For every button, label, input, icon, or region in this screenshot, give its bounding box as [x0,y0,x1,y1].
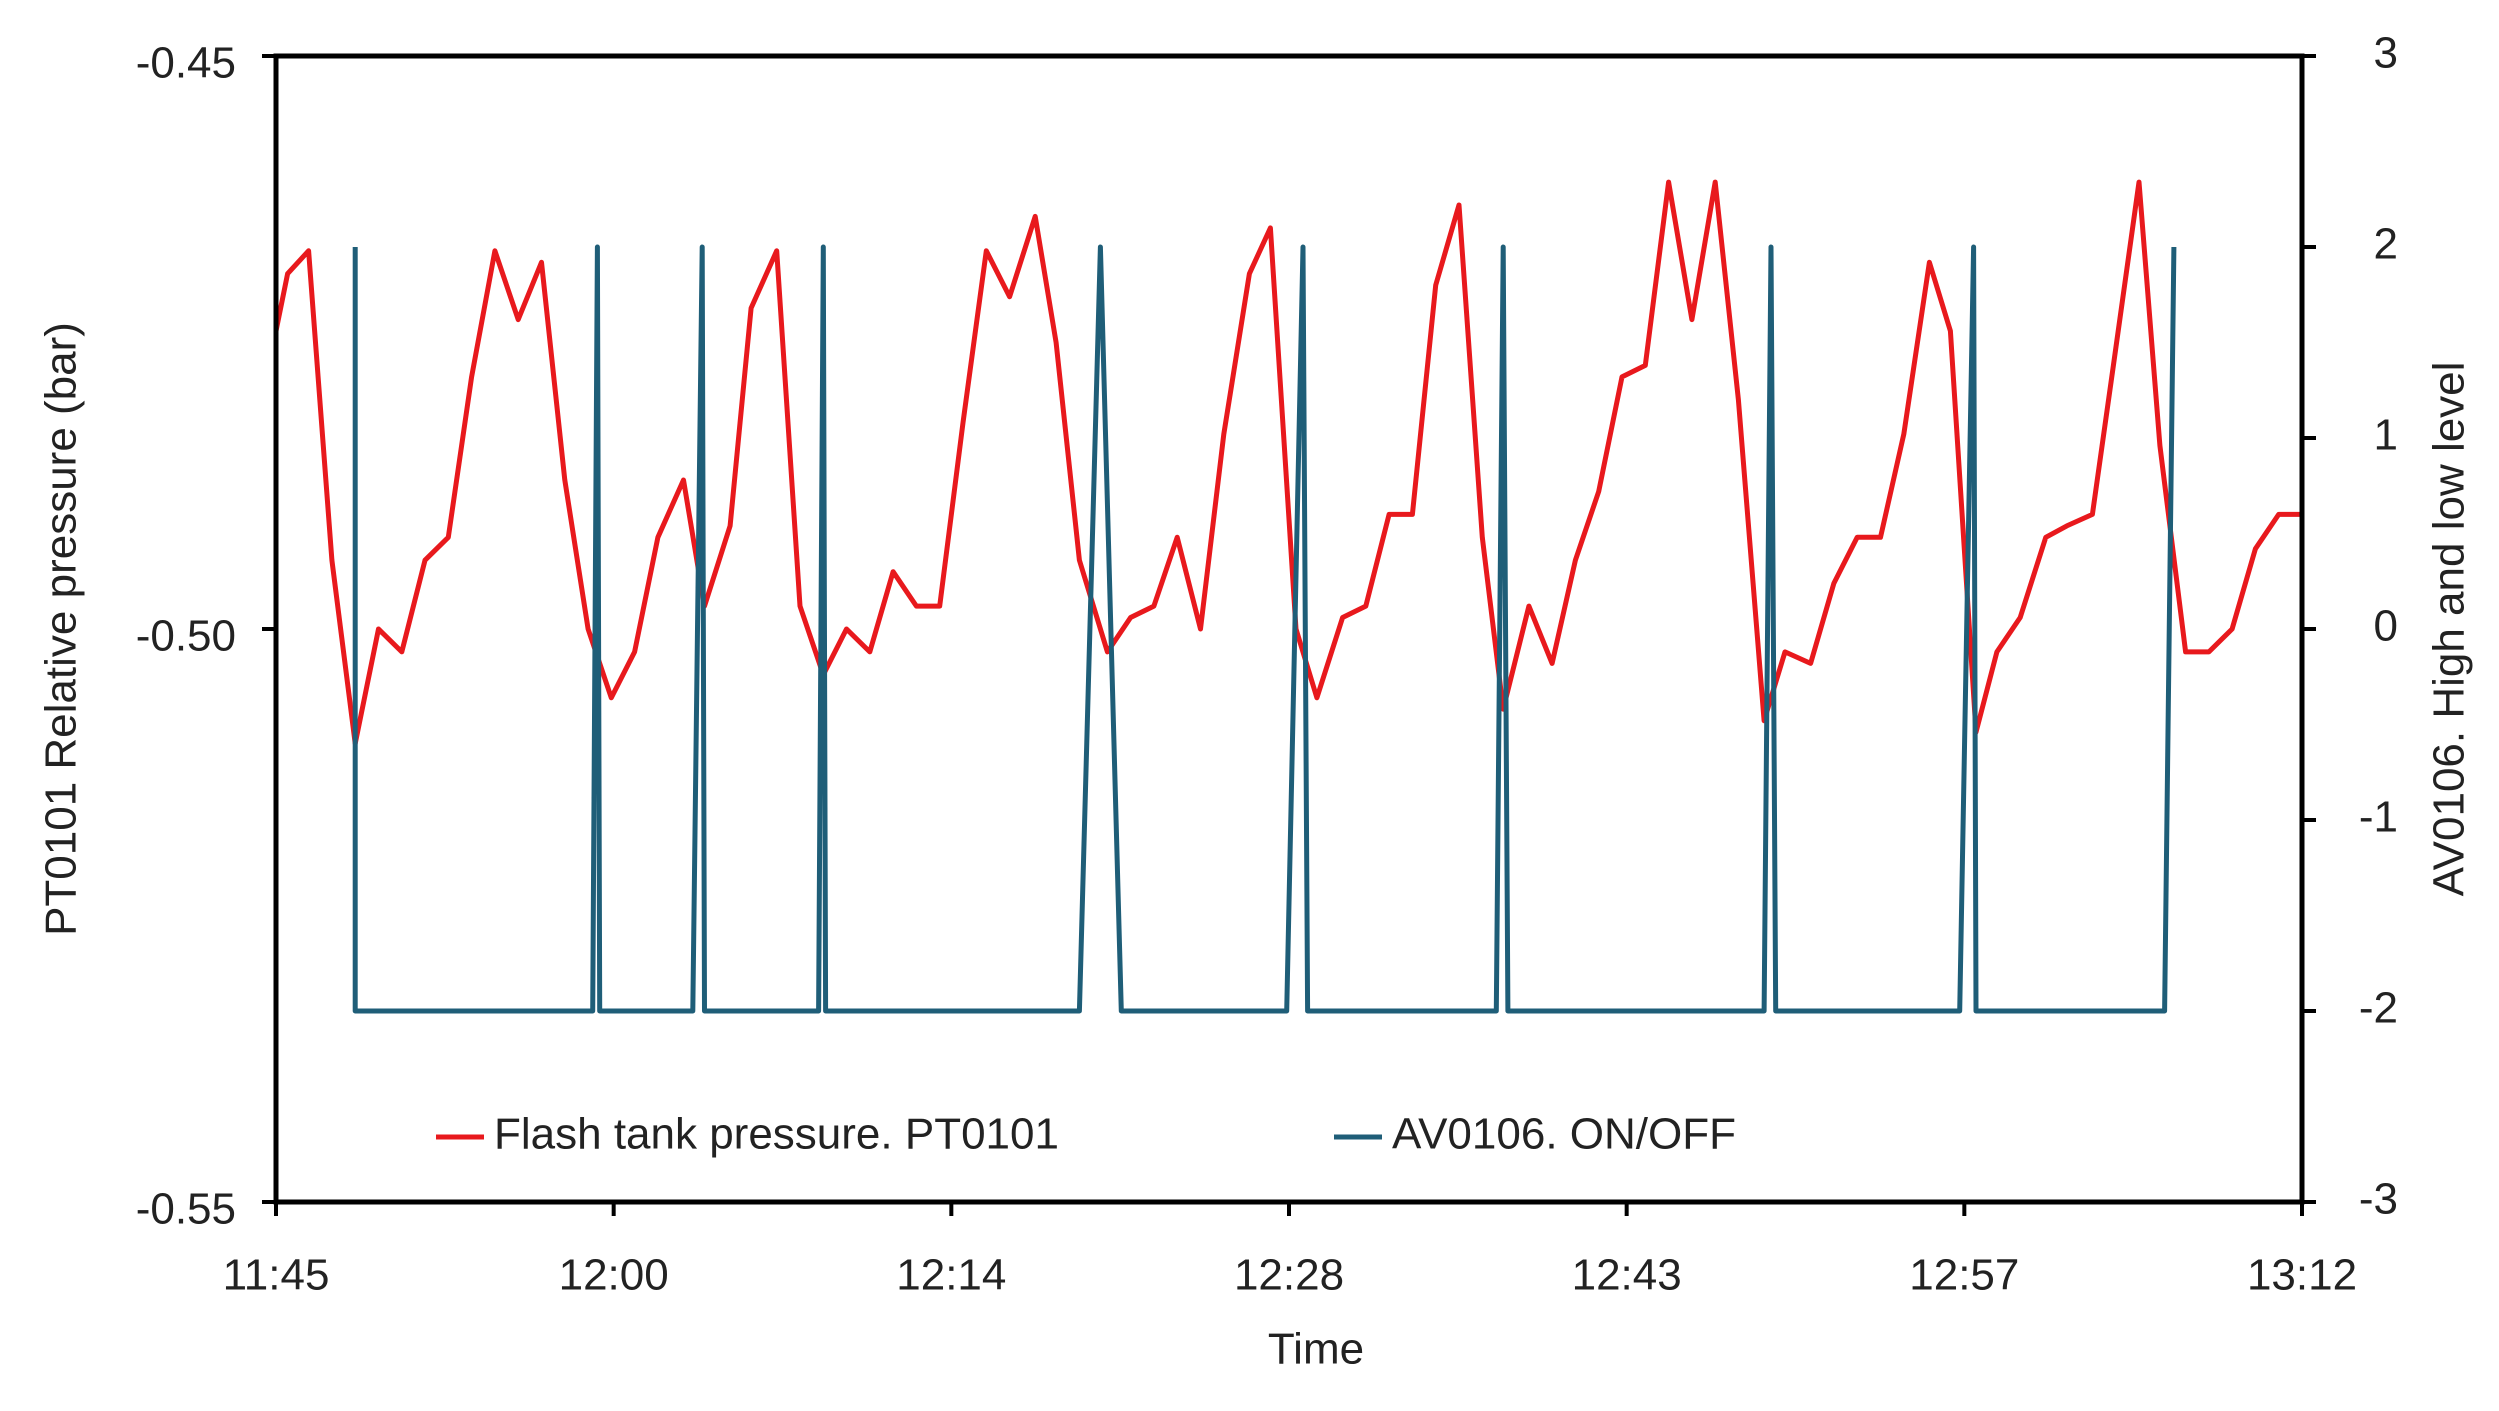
x-tick-label: 12:28 [1234,1251,1344,1300]
y2-tick-label: -3 [2359,1175,2398,1224]
y2-tick-label: -1 [2359,793,2398,842]
x-tick-label: 12:57 [1909,1251,2019,1300]
legend-label: Flash tank pressure. PT0101 [494,1110,1059,1159]
x-tick-label: 12:14 [896,1251,1006,1300]
y2-tick-label: -2 [2359,984,2398,1033]
y2-tick-label: 1 [2374,411,2398,460]
y-axis-title: PT0101 Relative pressure (bar) [37,322,86,936]
x-axis-title: Time [1268,1325,1364,1374]
y2-axis-title: AV0106. High and low level [2425,362,2474,897]
line-series [352,244,2177,1014]
line-series [273,179,2302,747]
y-tick-label: -0.45 [136,39,236,88]
x-tick-label: 13:12 [2247,1251,2357,1300]
x-tick-label: 11:45 [223,1251,330,1300]
legend-label: AV0106. ON/OFF [1392,1110,1736,1159]
plot-frame [273,53,2305,1205]
y-tick-label: -0.55 [136,1185,236,1234]
y2-tick-label: 2 [2374,220,2398,269]
x-tick-label: 12:43 [1572,1251,1682,1300]
x-tick-label: 12:00 [559,1251,669,1300]
y2-tick-label: 0 [2374,602,2398,651]
y-tick-label: -0.50 [136,612,236,661]
y2-tick-label: 3 [2374,29,2398,78]
